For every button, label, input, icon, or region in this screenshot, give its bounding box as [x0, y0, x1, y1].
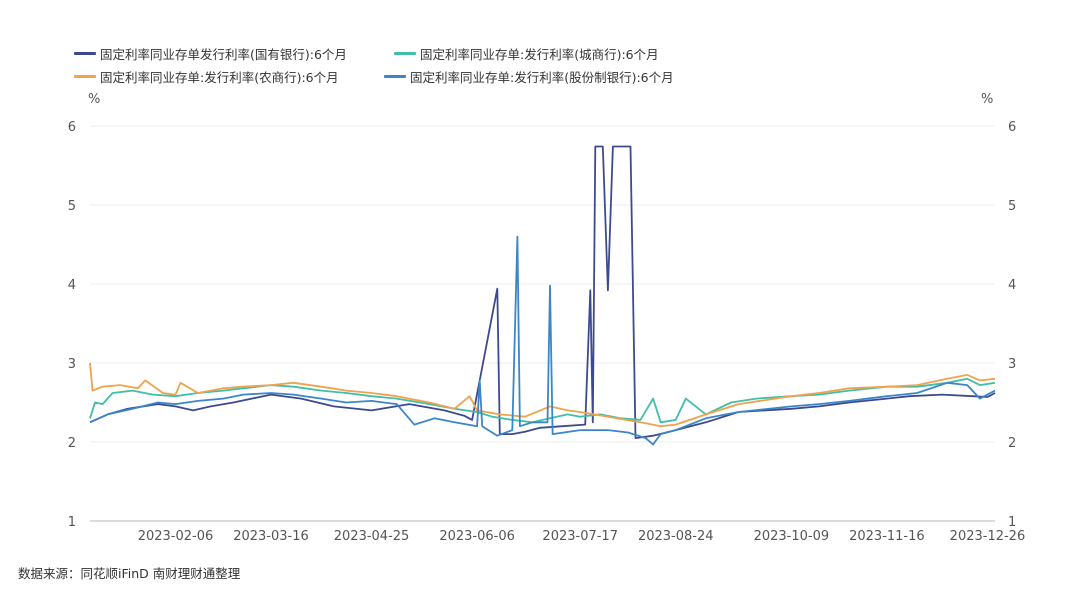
y-tick-label-right: 2: [1008, 436, 1016, 451]
legend-item-joint-stock-banks[interactable]: 固定利率同业存单:发行利率(股份制银行):6个月: [384, 67, 674, 86]
legend-label: 固定利率同业存单发行利率(国有银行):6个月: [100, 47, 347, 62]
y-tick-label-left: 3: [68, 357, 76, 372]
x-tick-label: 2023-02-06: [138, 529, 214, 544]
x-tick-label: 2023-12-26: [950, 529, 1026, 544]
series-line-3: [89, 235, 996, 446]
series-line-0: [89, 145, 996, 440]
y-unit-left: %: [88, 92, 100, 107]
y-tick-label-left: 2: [68, 436, 76, 451]
y-tick-labels: 1 1 2 2 3 3 4 4 5 5 6 6: [68, 120, 1017, 530]
x-tick-label: 2023-03-16: [233, 529, 309, 544]
legend-swatch: [384, 75, 406, 78]
series-line-2: [89, 362, 996, 428]
y-tick-label-right: 1: [1008, 515, 1016, 530]
x-tick-label: 2023-07-17: [542, 529, 618, 544]
legend-item-state-banks[interactable]: 固定利率同业存单发行利率(国有银行):6个月: [74, 44, 347, 63]
y-tick-label-left: 5: [68, 199, 76, 214]
legend-item-rural-banks[interactable]: 固定利率同业存单:发行利率(农商行):6个月: [74, 67, 339, 86]
legend-label: 固定利率同业存单:发行利率(城商行):6个月: [420, 47, 659, 62]
x-tick-label: 2023-06-06: [439, 529, 515, 544]
legend-item-city-banks[interactable]: 固定利率同业存单:发行利率(城商行):6个月: [394, 44, 659, 63]
y-tick-label-right: 5: [1008, 199, 1016, 214]
x-tick-label: 2023-08-24: [638, 529, 714, 544]
x-tick-label: 2023-11-16: [849, 529, 925, 544]
source-note: 数据来源：同花顺iFinD 南财理财通整理: [18, 566, 241, 581]
legend-swatch: [394, 52, 416, 55]
y-tick-label-right: 4: [1008, 278, 1016, 293]
legend-swatch: [74, 75, 96, 78]
y-tick-label-right: 3: [1008, 357, 1016, 372]
x-tick-labels: 2023-02-06 2023-03-16 2023-04-25 2023-06-06…: [138, 529, 1026, 544]
y-unit-right: %: [981, 92, 993, 107]
gridlines: [90, 125, 995, 522]
legend-swatch: [74, 52, 96, 55]
legend-label: 固定利率同业存单:发行利率(农商行):6个月: [100, 70, 339, 85]
y-tick-label-right: 6: [1008, 120, 1016, 135]
x-tick-label: 2023-04-25: [334, 529, 410, 544]
y-tick-label-left: 1: [68, 515, 76, 530]
y-tick-label-left: 6: [68, 120, 76, 135]
legend-label: 固定利率同业存单:发行利率(股份制银行):6个月: [410, 70, 674, 85]
series-lines: [89, 145, 996, 446]
y-tick-label-left: 4: [68, 278, 76, 293]
x-tick-label: 2023-10-09: [754, 529, 830, 544]
